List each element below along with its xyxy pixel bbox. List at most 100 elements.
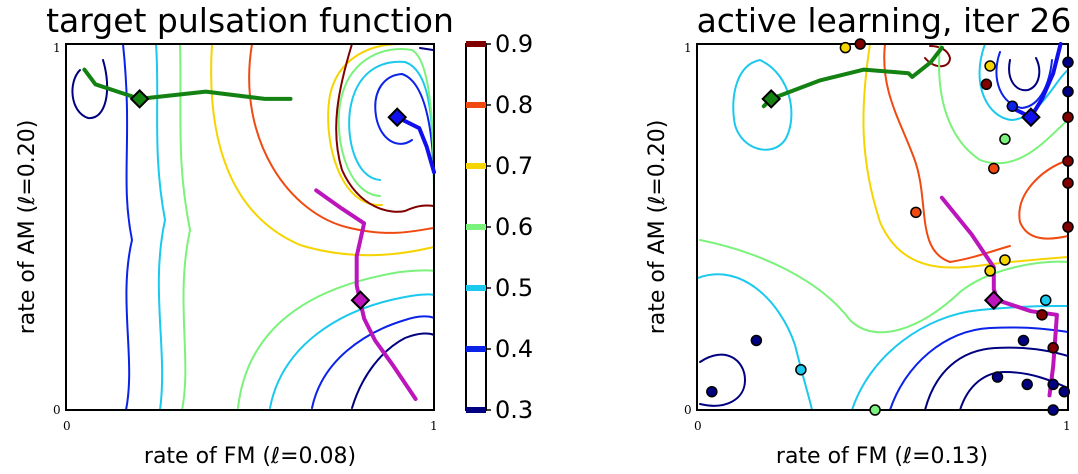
trajectory-line: [395, 115, 436, 175]
left-ylabel: rate of AM (ℓ=0.20): [15, 120, 40, 335]
sample-point: [706, 385, 718, 398]
colorbar-tick-label: 0.7: [495, 152, 533, 180]
right-contour-0.4-br: [889, 326, 1069, 411]
colorbar: 0.3 0.4 0.5 0.6 0.7 0.8 0.9: [465, 30, 533, 424]
sample-point: [1062, 221, 1074, 233]
left-contour-0.9: [335, 43, 435, 213]
sample-point: [1047, 404, 1059, 416]
colorbar-tick-label: 0.5: [495, 274, 533, 302]
right-title: active learning, iter 26: [697, 1, 1072, 40]
right-contour-0.3-tr: [1008, 57, 1041, 92]
right-xtick-1: 1: [1063, 419, 1071, 433]
sample-point: [988, 162, 1000, 175]
trajectory-line: [314, 188, 418, 401]
left-contour-0.4-left: [122, 43, 133, 411]
left-contour-0.7: [210, 43, 435, 257]
sample-point: [984, 60, 996, 72]
left-xtick-1: 1: [430, 419, 438, 433]
sample-point: [1036, 309, 1048, 321]
sample-point: [910, 206, 922, 219]
sample-point: [1062, 56, 1074, 69]
sample-point: [1017, 334, 1030, 347]
right-xtick-0: 0: [694, 419, 702, 433]
colorbar-tick-label: 0.4: [495, 335, 533, 363]
trajectory-start-marker: [983, 290, 1004, 311]
left-ytick-0: 0: [53, 403, 61, 417]
sample-point: [1062, 155, 1074, 167]
right-contour-0.8-right: [1018, 159, 1069, 240]
right-contour-0.7-mid: [862, 43, 1069, 269]
sample-point: [1047, 342, 1059, 354]
trajectory-start-marker: [387, 107, 408, 128]
sample-point: [795, 363, 807, 376]
left-contour-0.7-topright: [327, 43, 401, 207]
right-contour-0.5-bl: [697, 273, 813, 411]
right-ytick-1: 1: [684, 41, 692, 55]
sample-point: [869, 404, 881, 416]
left-contour-0.3-bottom: [351, 332, 435, 409]
colorbar-band: [466, 224, 486, 230]
right-contour-0.6-mid: [699, 239, 1069, 334]
trajectory-start-marker: [350, 290, 371, 311]
colorbar-tick-label: 0.8: [495, 91, 533, 119]
sample-point: [854, 38, 866, 50]
panel-left: target pulsation function 1 0 0 1 rate o…: [15, 1, 454, 469]
right-xlabel: rate of FM (ℓ=0.13): [776, 444, 988, 469]
right-ylabel: rate of AM (ℓ=0.20): [645, 120, 670, 335]
sample-point: [1062, 177, 1074, 189]
left-contour-0.6-left: [179, 43, 191, 411]
sample-point: [1062, 111, 1074, 123]
right-contour-0.5-tr: [978, 43, 1069, 121]
colorbar-band: [466, 346, 486, 352]
colorbar-tick-label: 0.9: [495, 30, 533, 58]
sample-point: [1021, 378, 1033, 391]
sample-point: [999, 133, 1011, 145]
panel-right: active learning, iter 26 1 0 0 1 rate: [645, 1, 1074, 469]
left-ytick-1: 1: [53, 41, 61, 55]
colorbar-tick-label: 0.3: [495, 396, 533, 424]
colorbar-band: [466, 102, 486, 108]
left-contour-0.5-right: [269, 293, 435, 409]
sample-point: [999, 254, 1011, 266]
sample-point: [839, 41, 852, 54]
left-contour-0.5-topright: [348, 60, 435, 191]
left-contour-0.6-topright: [337, 48, 435, 201]
sample-point: [1058, 385, 1071, 398]
colorbar-tick-label: 0.6: [495, 213, 533, 241]
right-contour-0.5-br: [851, 304, 1069, 411]
sample-point: [750, 334, 763, 347]
right-contour-0.8-mid: [883, 43, 1011, 263]
left-contour-0.4-right: [311, 315, 435, 409]
left-contour-0.8: [248, 43, 435, 234]
colorbar-band: [466, 407, 486, 413]
left-contour-0.3-topright: [419, 47, 434, 51]
sample-point: [1047, 378, 1059, 391]
right-contours: [697, 43, 1069, 411]
left-title: target pulsation function: [46, 1, 454, 40]
trajectory-start-marker: [1021, 107, 1041, 128]
right-samples: [706, 38, 1074, 416]
sample-point: [991, 371, 1004, 383]
trajectory-line: [1006, 42, 1063, 120]
left-xlabel: rate of FM (ℓ=0.08): [144, 444, 356, 469]
sample-point: [984, 265, 996, 277]
right-contour-0.9-top: [924, 45, 951, 68]
right-ytick-0: 0: [684, 403, 692, 417]
colorbar-bands: [466, 41, 486, 413]
left-xtick-0: 0: [63, 419, 71, 433]
trajectory-start-marker: [129, 89, 150, 109]
colorbar-band: [466, 41, 486, 47]
left-contour-0.3-top: [71, 59, 109, 120]
left-trajectories: [82, 67, 436, 401]
trajectory-start-marker: [761, 89, 782, 109]
sample-point: [1006, 100, 1019, 112]
right-contour-0.3-bl: [699, 353, 746, 407]
left-contours: [71, 43, 435, 411]
right-contour-0.6-tr: [938, 43, 1069, 165]
sample-point: [1039, 294, 1052, 306]
trajectory-line: [761, 45, 944, 109]
colorbar-band: [466, 163, 486, 169]
left-plot-frame: [65, 43, 435, 411]
left-contour-0.4-topright: [374, 73, 435, 179]
